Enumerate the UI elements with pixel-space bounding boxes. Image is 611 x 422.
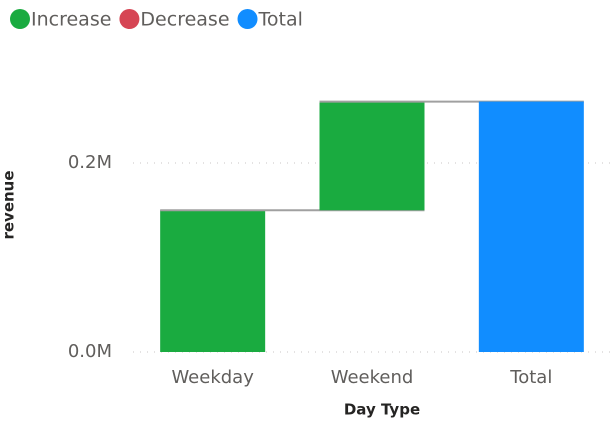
bar — [160, 210, 266, 352]
bar — [319, 101, 425, 211]
x-tick-label: Weekend — [331, 367, 414, 388]
y-tick-label: 0.2M — [68, 152, 112, 173]
legend-marker — [10, 9, 30, 29]
y-tick-label: 0.0M — [68, 341, 112, 362]
legend-label: Total — [258, 9, 303, 31]
legend-marker — [119, 9, 140, 29]
x-tick-label: Total — [509, 367, 552, 388]
y-axis-label: revenue — [0, 170, 18, 239]
legend-marker — [237, 9, 258, 29]
x-axis-label: Day Type — [344, 401, 420, 419]
bar — [478, 101, 584, 352]
legend-label: Decrease — [140, 9, 229, 31]
legend-label: Increase — [31, 9, 111, 31]
x-tick-label: Weekday — [171, 367, 254, 388]
